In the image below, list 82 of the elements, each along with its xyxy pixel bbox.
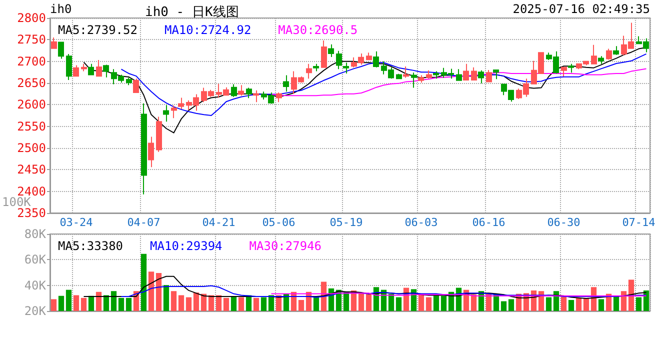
candlestick (133, 78, 139, 94)
x-tick-label: 05-06 (262, 216, 296, 229)
y-tick-label: 2700 (17, 54, 46, 68)
text: ih0 (50, 2, 72, 16)
candlestick (411, 72, 417, 88)
x-tick-label: 06-16 (472, 216, 506, 229)
candlestick (433, 70, 439, 80)
candlestick (366, 52, 372, 61)
candlestick (426, 70, 432, 80)
y-tick-label: 40K (24, 278, 47, 292)
candlestick (336, 50, 342, 70)
candlestick (396, 73, 402, 80)
chart-title: ih0 - 日K线图 (145, 5, 239, 20)
x-tick-label: 06-03 (404, 216, 438, 229)
text: MA10:29394 (150, 239, 222, 253)
candlestick (73, 64, 79, 77)
candlestick (328, 44, 334, 58)
y-tick-label: 2650 (17, 76, 46, 90)
candlestick (148, 136, 154, 168)
candlestick (306, 63, 312, 80)
candlestick (373, 50, 379, 68)
candlestick (561, 66, 567, 77)
candlestick (246, 87, 252, 99)
candlestick (81, 63, 87, 72)
candlestick (103, 64, 109, 78)
text: 2025-07-16 02:49:35 (512, 2, 650, 16)
x-tick-label: 07-14 (622, 216, 656, 229)
text: MA30:27946 (249, 239, 322, 253)
candlestick (493, 70, 499, 80)
line-series (120, 285, 647, 298)
candlestick (51, 37, 57, 50)
candlestick (66, 53, 72, 80)
x-tick-label: 04-21 (202, 216, 236, 229)
candlestick (126, 77, 132, 86)
x-tick-label: 03-24 (60, 216, 94, 229)
candlestick (163, 104, 169, 122)
candlestick (231, 84, 237, 98)
candlestick (478, 70, 484, 84)
y-tick-label: 2800 (17, 11, 46, 25)
candlestick (598, 56, 604, 64)
text: MA10:2724.92 (164, 23, 252, 37)
candlestick (171, 105, 177, 119)
candlestick (58, 42, 64, 60)
candlestick (591, 44, 597, 64)
text: MA5:2739.52 (58, 23, 138, 37)
x-tick-label: 05-19 (330, 216, 363, 229)
candlestick (321, 40, 327, 68)
y-tick-label: 60K (24, 252, 47, 267)
candlestick (403, 66, 409, 78)
x-tick-label: 06-30 (547, 216, 580, 229)
candlestick (606, 48, 612, 60)
y-tick-label: 2450 (17, 162, 46, 177)
candlestick (156, 116, 162, 152)
text: MA30:2690.5 (278, 23, 358, 37)
candlestick (343, 62, 349, 74)
candlestick (141, 102, 147, 195)
y-tick-label: 2750 (17, 32, 46, 47)
y-tick-label: 2550 (17, 119, 46, 134)
x-tick-label: 04-07 (127, 216, 160, 229)
candlestick (276, 92, 282, 103)
y-tick-label: 2350 (17, 206, 46, 220)
candlestick (313, 63, 319, 72)
candlestick (178, 97, 184, 110)
candlestick (471, 66, 477, 81)
candlestick (463, 63, 469, 81)
y-tick-label: 2500 (17, 141, 46, 155)
candlestick (253, 90, 259, 103)
candlestick (96, 60, 102, 77)
candlestick (418, 74, 424, 84)
candlestick (613, 46, 619, 56)
candlestick (486, 70, 492, 82)
y-tick-label: 2600 (17, 98, 46, 112)
line-series (120, 53, 647, 116)
candlestick (283, 74, 289, 92)
text: MA5:33380 (58, 239, 124, 253)
line-series (270, 68, 647, 96)
candlestick (456, 68, 462, 81)
y-tick-label: 20K (24, 304, 47, 318)
y-tick-label: 80K (24, 227, 47, 241)
candlestick (88, 63, 94, 76)
candlestick (568, 63, 574, 74)
candlestick (238, 84, 244, 96)
